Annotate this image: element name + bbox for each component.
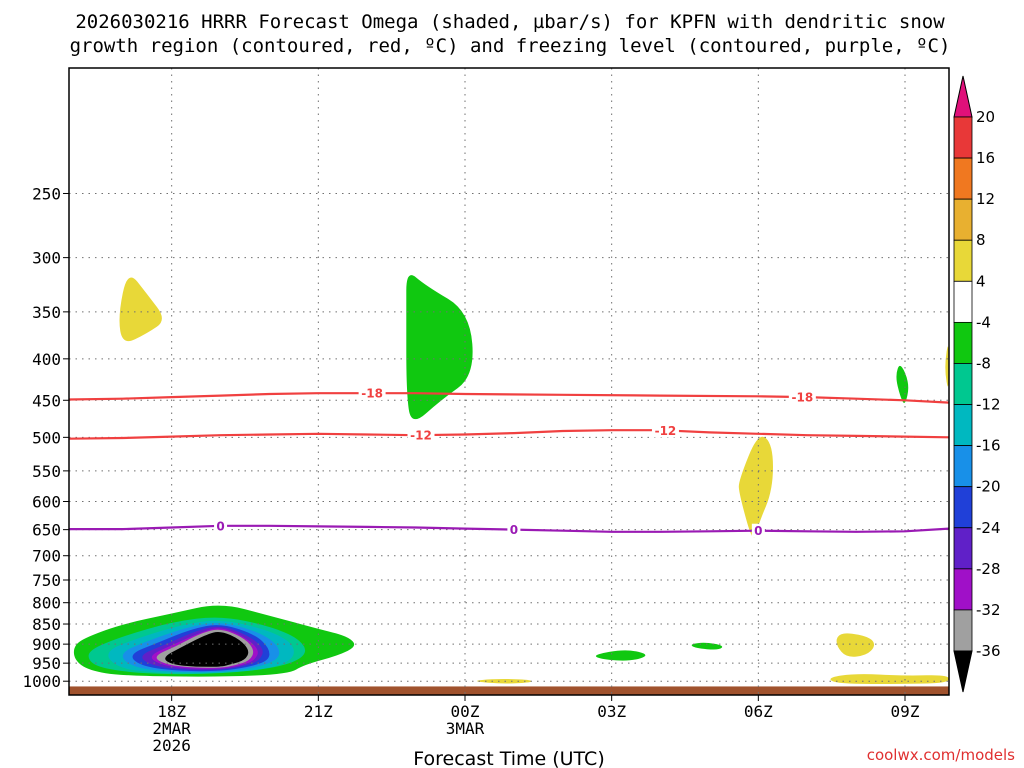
y-tick-label: 350 [32, 303, 61, 322]
x-tick-label: 2026 [152, 736, 191, 755]
plot-area: -18 -18 -12 -12 0 0 0 [68, 67, 950, 696]
colorbar-label: -16 [976, 437, 1001, 455]
colorbar-bin [953, 568, 973, 611]
y-tick-label: 700 [32, 547, 61, 566]
plot-background [69, 68, 949, 695]
contour-label-freezing-level-0: 0 [216, 519, 224, 533]
x-tick-label: 3MAR [446, 719, 485, 738]
y-tick-label: 800 [32, 594, 61, 613]
colorbar-bin [953, 363, 973, 405]
x-tick-label: 03Z [597, 702, 626, 721]
contour-label-dendritic-12: -12 [655, 424, 677, 438]
colorbar-label: -4 [976, 313, 991, 331]
contour-label-bg [358, 386, 386, 401]
omega-black [165, 631, 249, 667]
colorbar-bin [953, 280, 973, 323]
y-tick-label: 400 [32, 350, 61, 369]
omega-yellow-1000b [830, 674, 949, 684]
contour-dendritic-18 [69, 392, 949, 404]
colorbar-bin [953, 445, 973, 488]
y-tick-label: 850 [32, 615, 61, 634]
chart-title-line-2: growth region (contoured, red, ºC) and f… [70, 35, 951, 57]
grid-lines [69, 68, 949, 695]
omega-yellow-350 [119, 277, 162, 342]
contour-label-bg [507, 522, 521, 537]
colorbar-label: 12 [976, 190, 995, 208]
omega-yellow-1000a [477, 679, 532, 684]
contour-dendritic-12 [69, 429, 949, 440]
colorbar-bin [953, 116, 973, 159]
contour-label-dendritic-18: -18 [791, 391, 813, 405]
colorbar-label: -28 [976, 560, 1001, 578]
y-tick-label: 250 [32, 184, 61, 203]
colorbar-label: -32 [976, 601, 1001, 619]
x-tick-label: 18Z [157, 702, 186, 721]
x-tick-label: 21Z [304, 702, 333, 721]
omega-green-400 [406, 275, 473, 420]
colorbar-bin [953, 239, 973, 282]
x-tick-label: 09Z [891, 702, 920, 721]
colorbar-bin [953, 198, 973, 241]
x-tick-label: 06Z [744, 702, 773, 721]
omega-yellow-900 [836, 633, 875, 657]
colorbar-arrow-bottom [953, 650, 973, 693]
colorbar-label: -36 [976, 642, 1001, 660]
y-tick-label: 500 [32, 428, 61, 447]
colorbar-bin [953, 157, 973, 200]
y-tick-label: 750 [32, 571, 61, 590]
colorbar-bin [953, 527, 973, 570]
y-tick-label: 1000 [22, 672, 61, 691]
colorbar-label: -8 [976, 354, 991, 372]
omega-shading [73, 275, 949, 684]
omega-yellow-410-edge [945, 346, 949, 387]
x-tick-label: 2MAR [152, 719, 191, 738]
contour-label-dendritic-18: -18 [361, 387, 383, 401]
colorbar-label: -12 [976, 396, 1001, 414]
contour-label-bg [407, 428, 435, 443]
y-tick-label: 550 [32, 462, 61, 481]
contour-label-bg [788, 390, 816, 405]
colorbar-label: 4 [976, 272, 986, 290]
colorbar-bin [953, 321, 973, 364]
colorbar-bin [953, 404, 973, 447]
contour-label-bg [651, 423, 679, 438]
y-tick-label: 450 [32, 391, 61, 410]
contour-labels: -18 -18 -12 -12 0 0 0 [214, 386, 816, 538]
y-tick-label: 650 [32, 521, 61, 540]
colorbar-bin [953, 486, 973, 529]
colorbar-label: 8 [976, 231, 986, 249]
colorbar-arrow-top [953, 75, 973, 118]
contour-label-bg [751, 523, 765, 538]
omega-green-925a [595, 650, 646, 661]
omega-yellow-580 [738, 436, 773, 538]
y-tick-label: 900 [32, 635, 61, 654]
colorbar-label: -20 [976, 478, 1001, 496]
y-tick-label: 300 [32, 249, 61, 268]
source-credit: coolwx.com/models [867, 746, 1015, 764]
surface-layer [69, 686, 949, 695]
colorbar-bin [953, 609, 973, 652]
surface-ground [69, 686, 949, 695]
contour-label-freezing-level-0: 0 [754, 524, 762, 538]
colorbar-label: -24 [976, 519, 1001, 537]
omega-green-905b [691, 642, 723, 650]
colorbar-label: 20 [976, 108, 995, 126]
chart-title-line-1: 2026030216 HRRR Forecast Omega (shaded, … [75, 11, 945, 33]
plot-frame [68, 67, 950, 696]
x-tick-label: 00Z [451, 702, 480, 721]
y-tick-label: 950 [32, 654, 61, 673]
contour-label-dendritic-12: -12 [410, 429, 432, 443]
x-axis-label: Forecast Time (UTC) [413, 748, 604, 768]
y-axis: 2503003504004505005506006507007508008509… [22, 184, 69, 691]
contour-label-freezing-level-0: 0 [510, 523, 518, 537]
colorbar-label: 16 [976, 149, 995, 167]
colorbar: 20 16 12 8 4 -4 -8 -12 -16 -20 -24 -28 -32 -36 [953, 75, 1001, 693]
y-tick-label: 600 [32, 492, 61, 511]
contour-label-bg [214, 518, 228, 533]
